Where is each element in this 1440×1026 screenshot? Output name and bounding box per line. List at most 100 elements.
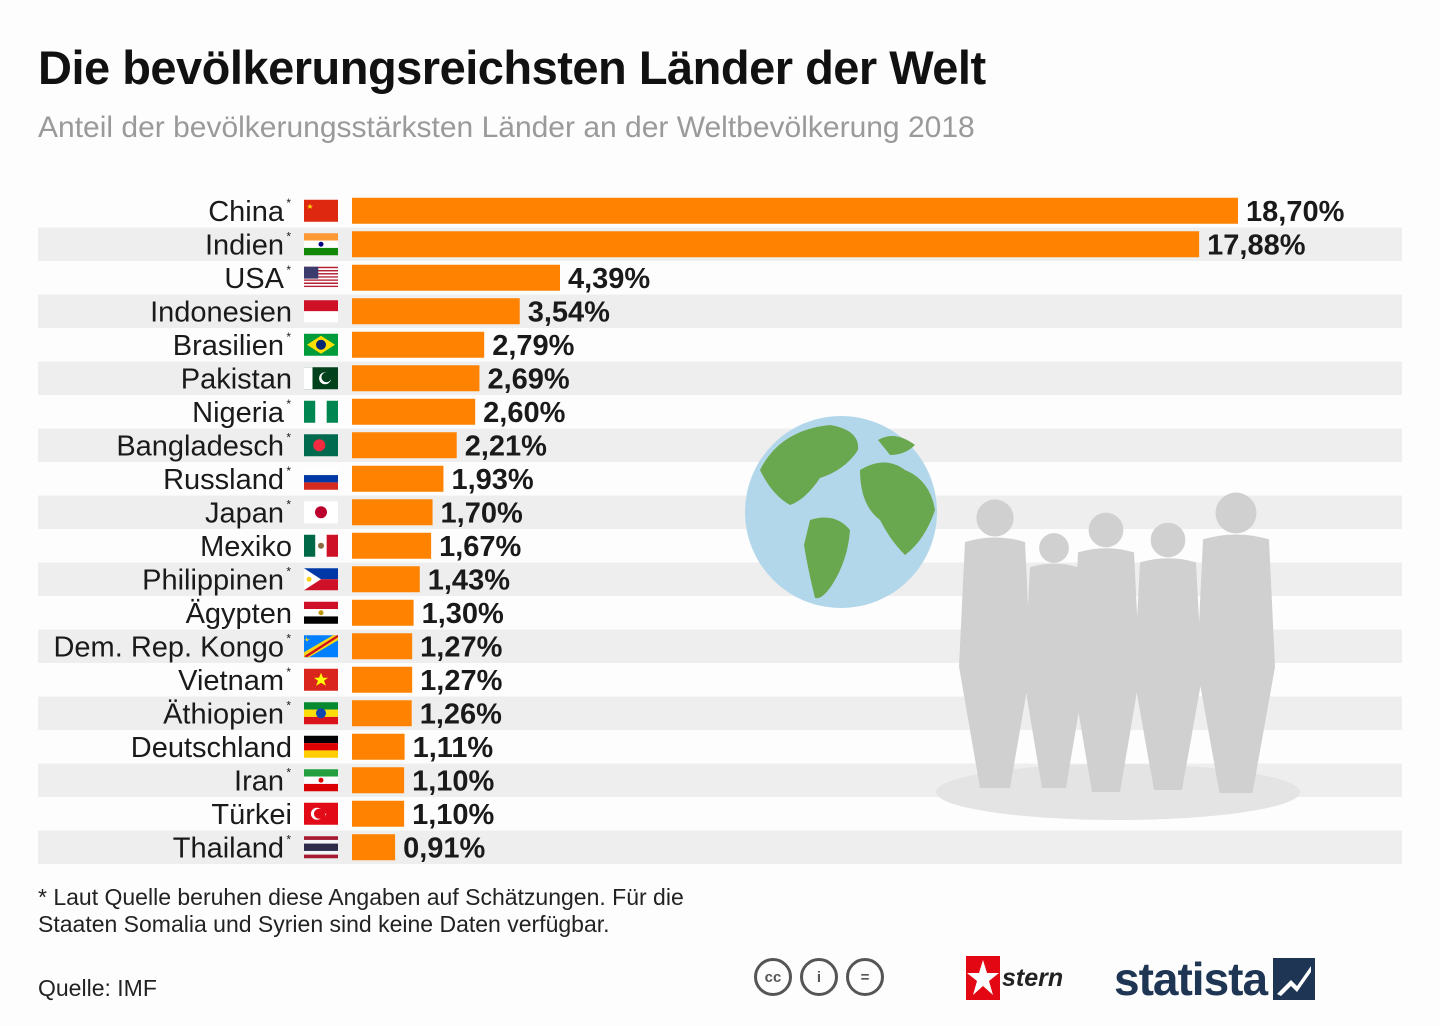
stern-logo[interactable]: stern [966,956,1063,1000]
estimate-asterisk: * [286,397,291,411]
category-label: Russland [163,464,284,496]
value-label: 18,70% [1246,196,1345,228]
bar [352,733,405,760]
statista-wordmark: statista [1114,953,1268,1005]
flag-vietnam-icon [304,668,338,691]
value-label: 17,88% [1207,229,1306,261]
category-label: Brasilien [173,330,284,362]
row-stripe [38,294,1402,328]
value-label: 2,69% [487,363,569,395]
value-label: 1,10% [412,799,494,831]
category-label: Indonesien [150,296,292,328]
license-icons[interactable]: cc i = [754,958,884,996]
category-label: China [208,196,285,228]
bar [352,834,396,861]
no-derivatives-icon: = [846,958,884,996]
value-label: 1,43% [428,564,510,596]
category-label: Äthiopien [163,698,284,730]
bar [352,633,413,660]
flag-pakistan-icon [304,367,338,390]
value-label: 1,27% [420,631,502,663]
flag-india-icon [304,233,338,256]
category-label: Vietnam [178,665,284,697]
bar [352,499,433,526]
flag-turkey-icon [304,802,338,825]
estimate-asterisk: * [286,564,291,578]
estimate-asterisk: * [286,430,291,444]
flag-mexico-icon [304,534,338,557]
estimate-asterisk: * [286,665,291,679]
value-label: 2,21% [465,430,547,462]
people-silhouettes [959,492,1275,793]
value-label: 0,91% [403,832,485,864]
bar [352,298,520,325]
estimate-asterisk: * [286,765,291,779]
bar [352,264,560,291]
estimate-asterisk: * [286,196,291,210]
estimate-asterisk: * [286,698,291,712]
value-label: 3,54% [528,296,610,328]
category-label: Pakistan [181,363,292,395]
bar [352,331,485,358]
value-label: 1,67% [439,531,521,563]
chart-title: Die bevölkerungsreichsten Länder der Wel… [38,41,986,94]
category-label: Philippinen [142,564,284,596]
bar [352,767,405,794]
flag-indonesia-icon [304,300,338,323]
flag-brazil-icon [304,333,338,356]
estimate-asterisk: * [286,330,291,344]
stern-star-icon [966,956,1000,1000]
bar [352,432,457,459]
attribution-icon: i [800,958,838,996]
value-label: 1,10% [412,765,494,797]
category-label: USA [224,263,284,295]
source-note: Quelle: IMF [38,975,157,1001]
value-label: 1,70% [441,497,523,529]
flag-usa-icon [304,266,338,289]
value-label: 2,60% [483,397,565,429]
category-label: Bangladesch [116,430,284,462]
flag-iran-icon [304,769,338,792]
category-label: Iran [234,765,284,797]
flag-japan-icon [304,501,338,524]
chart-subtitle: Anteil der bevölkerungsstärksten Länder … [38,111,975,144]
flag-china-icon [304,199,338,222]
estimate-asterisk: * [286,464,291,478]
statista-mark-icon [1273,958,1316,1000]
value-label: 1,11% [413,732,494,764]
flag-germany-icon [304,735,338,758]
estimate-asterisk: * [286,497,291,511]
footnote: * Laut Quelle beruhen diese Angaben auf … [38,884,684,937]
category-label: Japan [205,497,284,529]
globe-land [760,425,935,599]
statista-logo[interactable]: statista [1114,952,1316,1006]
category-label: Deutschland [131,732,292,764]
value-label: 2,79% [492,330,574,362]
value-label: 4,39% [568,263,650,295]
stern-wordmark: stern [1002,963,1064,992]
bar [352,197,1238,224]
bar [352,566,420,593]
bar [352,532,432,559]
bar [352,800,405,827]
row-stripe [38,361,1402,395]
estimate-asterisk: * [286,229,291,243]
flag-thailand-icon [304,836,338,859]
row-stripe [38,830,1402,864]
category-label: Türkei [211,799,292,831]
flag-ethiopia-icon [304,702,338,725]
category-label: Indien [205,229,284,261]
estimate-asterisk: * [286,631,291,645]
flag-philippines-icon [304,568,338,591]
flag-dr-congo-icon [304,635,338,658]
bar [352,700,412,727]
bar [352,365,480,392]
flag-russia-icon [304,467,338,490]
bar [352,398,476,425]
flag-nigeria-icon [304,400,338,423]
value-label: 1,30% [422,598,504,630]
row-stripe [38,495,1402,529]
bar-chart: China * 18,70%Indien * 17,88%USA * 4,39%Indone… [38,196,1402,864]
category-label: Nigeria [192,397,285,429]
